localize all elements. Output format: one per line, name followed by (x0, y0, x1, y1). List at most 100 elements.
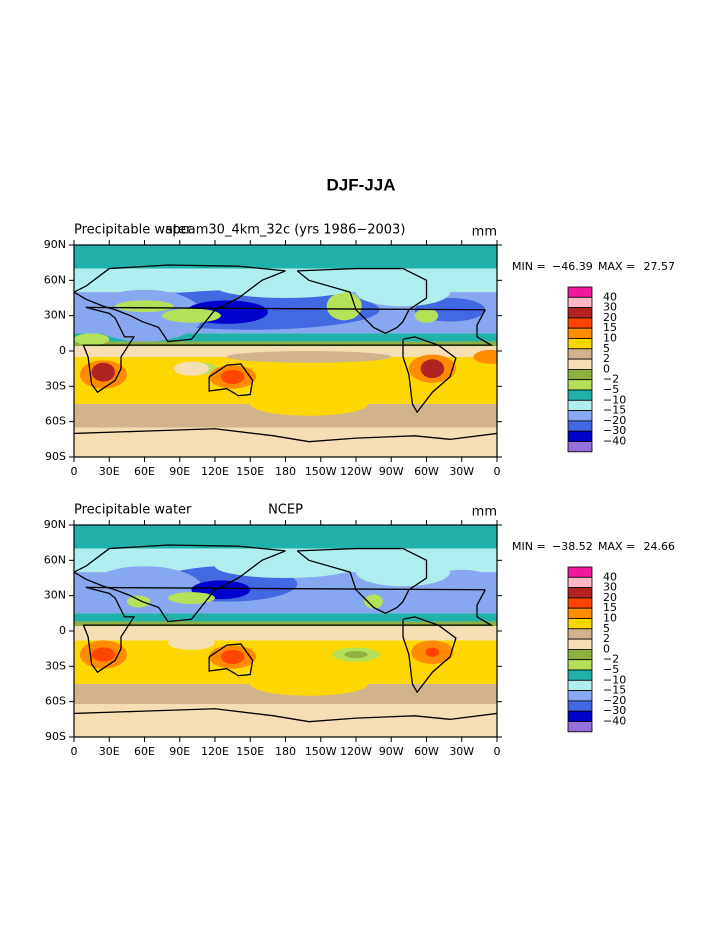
coastline (208, 363, 254, 397)
x-tick-label: 120W (340, 465, 372, 478)
colorbar-label: 5 (603, 622, 610, 635)
coastline (402, 336, 457, 414)
y-tick-label: 0 (59, 344, 66, 357)
coastline (296, 267, 428, 335)
colorbar-label: 15 (603, 601, 617, 614)
x-tick-label: 90W (379, 745, 404, 758)
colorbar-box (567, 307, 593, 319)
coastline (74, 264, 286, 343)
colorbar-box (567, 679, 593, 691)
contour-band (74, 333, 497, 342)
y-tick-label: 90S (45, 450, 66, 463)
x-tick-label: 150W (305, 465, 337, 478)
contour-region (356, 277, 450, 307)
colorbar-label: 0 (603, 362, 610, 375)
colorbar-label: −15 (603, 684, 626, 697)
colorbar-label: −20 (603, 694, 626, 707)
colorbar-label: −2 (603, 653, 619, 666)
y-tick-label: 90N (44, 518, 66, 531)
x-tick-label: 180 (275, 465, 296, 478)
contour-region (91, 647, 116, 662)
y-tick-label: 30S (45, 659, 66, 672)
colorbar-box (567, 690, 593, 702)
contour-band (74, 621, 497, 627)
x-tick-label: 30W (449, 465, 474, 478)
coastline (82, 586, 494, 674)
colorbar-box (567, 368, 593, 381)
y-tick-label: 60N (44, 553, 66, 566)
contour-region (220, 369, 245, 384)
colorbar-label: 10 (603, 612, 617, 625)
colorbar-box (567, 348, 593, 360)
contour-band (74, 245, 497, 269)
colorbar-label: −5 (603, 383, 619, 396)
x-tick-label: 0 (71, 465, 78, 478)
x-tick-label: 60W (414, 745, 439, 758)
x-tick-label: 150E (236, 465, 264, 478)
max-label: MAX = (598, 260, 635, 273)
contour-region (226, 351, 392, 363)
x-tick-label: 90W (379, 465, 404, 478)
colorbar-label: 30 (603, 581, 617, 594)
colorbar-box (567, 659, 593, 671)
contour-region (74, 333, 110, 346)
x-tick-label: 0 (494, 745, 501, 758)
contour-region (473, 349, 497, 364)
y-tick-label: 30N (44, 309, 66, 322)
contour-band (74, 427, 497, 457)
panel-title-right: mm (472, 225, 497, 240)
colorbar-box (567, 566, 593, 578)
colorbar-box (567, 410, 593, 422)
x-tick-label: 120W (340, 745, 372, 758)
colorbar-label: −10 (603, 673, 626, 686)
coastline (74, 544, 286, 623)
contour-band (74, 626, 497, 641)
colorbar-box (567, 607, 593, 619)
colorbar-box (567, 587, 593, 599)
y-tick-label: 30N (44, 589, 66, 602)
colorbar-box (567, 700, 593, 712)
contour-region (115, 300, 174, 313)
x-tick-label: 60E (134, 745, 155, 758)
contour-region (425, 647, 440, 657)
x-tick-label: 150W (305, 745, 337, 758)
colorbar-label: 15 (603, 321, 617, 334)
colorbar-box (567, 389, 593, 401)
x-tick-label: 30W (449, 745, 474, 758)
colorbar-label: −2 (603, 373, 619, 386)
y-tick-label: 90S (45, 730, 66, 743)
colorbar-box (567, 296, 593, 308)
contour-region (220, 649, 245, 664)
colorbar-box (567, 597, 593, 609)
max-value: 24.66 (644, 540, 676, 553)
colorbar-label: −5 (603, 663, 619, 676)
coastline (82, 306, 494, 394)
x-tick-label: 30E (99, 745, 120, 758)
contour-band (74, 704, 497, 737)
contour-band (74, 341, 497, 347)
coastline (74, 428, 497, 443)
contour-region (162, 308, 221, 323)
y-tick-label: 60N (44, 273, 66, 286)
colorbar-box (567, 576, 593, 588)
coastline (208, 643, 254, 677)
x-tick-label: 180 (275, 745, 296, 758)
contour-region (414, 308, 439, 323)
colorbar-label: −20 (603, 414, 626, 427)
colorbar-box (567, 710, 593, 722)
contour-band (74, 613, 497, 622)
y-tick-label: 60S (45, 415, 66, 428)
colorbar-box (567, 638, 593, 650)
x-tick-label: 0 (494, 465, 501, 478)
contour-region (364, 594, 384, 609)
y-tick-label: 0 (59, 624, 66, 637)
colorbar-box (567, 649, 593, 661)
colorbar-label: 40 (603, 290, 617, 303)
panel-title-right: mm (472, 505, 497, 520)
min-value: −46.39 (552, 260, 593, 273)
contour-field (74, 525, 497, 737)
colorbar-label: 20 (603, 591, 617, 604)
contour-region (250, 392, 368, 416)
